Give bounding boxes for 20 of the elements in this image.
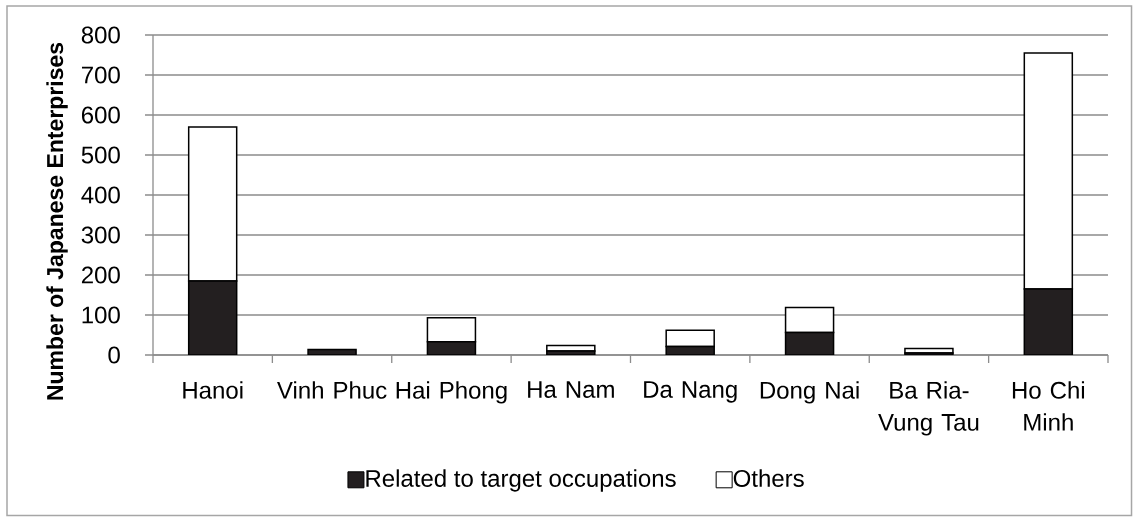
legend-label: Others [733, 469, 804, 487]
y-tick-label: 200 [81, 266, 120, 284]
legend-label: Related to target occupations [366, 469, 676, 492]
x-tick-label: Da Nang [644, 381, 737, 403]
x-tick-label: Ba Ria-Vung Tau [878, 381, 979, 436]
y-tick-label: 800 [81, 26, 120, 44]
y-tick-label: 400 [81, 186, 120, 204]
y-tick-label: 0 [108, 346, 120, 364]
x-tick-label: Ho Chi Minh [1012, 381, 1085, 431]
y-tick-label: 100 [82, 306, 120, 324]
x-tick-label: Hanoi [183, 381, 243, 399]
y-tick-label: 500 [81, 146, 120, 164]
x-tick-label: Vinh Phuc [277, 381, 387, 399]
x-tick-label: Ha Nam [528, 381, 614, 398]
x-tick-label: Hai Phong [396, 381, 507, 404]
x-tick-label: Dong Nai [760, 381, 859, 404]
y-tick-label: 600 [81, 106, 120, 124]
y-tick-label: 300 [81, 226, 120, 244]
y-tick-label: 700 [81, 66, 120, 84]
y-axis-title: Number of Japanese Enterprises [46, 42, 68, 400]
